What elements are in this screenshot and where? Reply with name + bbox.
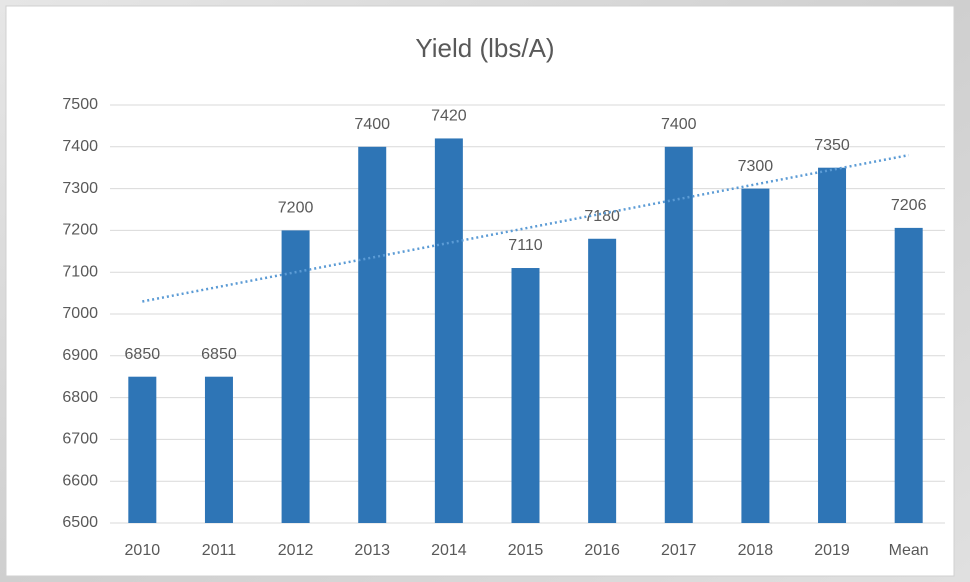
bar bbox=[281, 230, 310, 523]
y-tick-label: 6900 bbox=[62, 347, 98, 364]
trendline bbox=[142, 153, 909, 303]
x-tick-label: 2016 bbox=[584, 542, 620, 559]
bar bbox=[434, 138, 463, 523]
bar bbox=[128, 376, 157, 523]
y-tick-label: 7300 bbox=[62, 180, 98, 197]
data-label: 7350 bbox=[814, 137, 850, 154]
x-tick-label: 2015 bbox=[508, 542, 544, 559]
bar bbox=[741, 188, 770, 523]
x-tick-label: 2017 bbox=[661, 542, 697, 559]
y-tick-label: 6600 bbox=[62, 472, 98, 489]
y-tick-label: 7400 bbox=[62, 138, 98, 155]
x-tick-label: 2018 bbox=[738, 542, 774, 559]
data-label: 7420 bbox=[431, 108, 467, 125]
data-label: 7200 bbox=[278, 200, 314, 217]
x-tick-label: 2012 bbox=[278, 542, 314, 559]
y-tick-label: 7100 bbox=[62, 263, 98, 280]
bar bbox=[204, 376, 233, 523]
bar bbox=[894, 227, 923, 523]
bar bbox=[588, 238, 617, 523]
y-tick-label: 6700 bbox=[62, 431, 98, 448]
bar bbox=[511, 268, 540, 523]
bar bbox=[664, 146, 693, 524]
bar bbox=[818, 167, 847, 523]
data-label: 7400 bbox=[354, 116, 390, 133]
data-label: 7110 bbox=[508, 237, 543, 254]
y-tick-label: 7200 bbox=[62, 222, 98, 239]
data-label: 7400 bbox=[661, 116, 697, 133]
data-label: 7300 bbox=[738, 158, 774, 175]
y-tick-label: 7500 bbox=[62, 96, 98, 113]
x-tick-label: 2011 bbox=[202, 542, 237, 559]
y-tick-label: 6800 bbox=[62, 389, 98, 406]
x-tick-label: 2013 bbox=[354, 542, 390, 559]
chart-title: Yield (lbs/A) bbox=[415, 33, 554, 63]
x-tick-label: 2014 bbox=[431, 542, 467, 559]
data-label: 7206 bbox=[891, 197, 927, 214]
x-tick-label: 2019 bbox=[814, 542, 850, 559]
data-label: 7180 bbox=[584, 208, 620, 225]
x-tick-label: 2010 bbox=[125, 542, 161, 559]
y-tick-label: 6500 bbox=[62, 514, 98, 531]
y-tick-label: 7000 bbox=[62, 305, 98, 322]
data-label: 6850 bbox=[201, 346, 237, 363]
data-label: 6850 bbox=[125, 346, 161, 363]
bar bbox=[358, 146, 387, 524]
x-tick-label: Mean bbox=[889, 542, 929, 559]
